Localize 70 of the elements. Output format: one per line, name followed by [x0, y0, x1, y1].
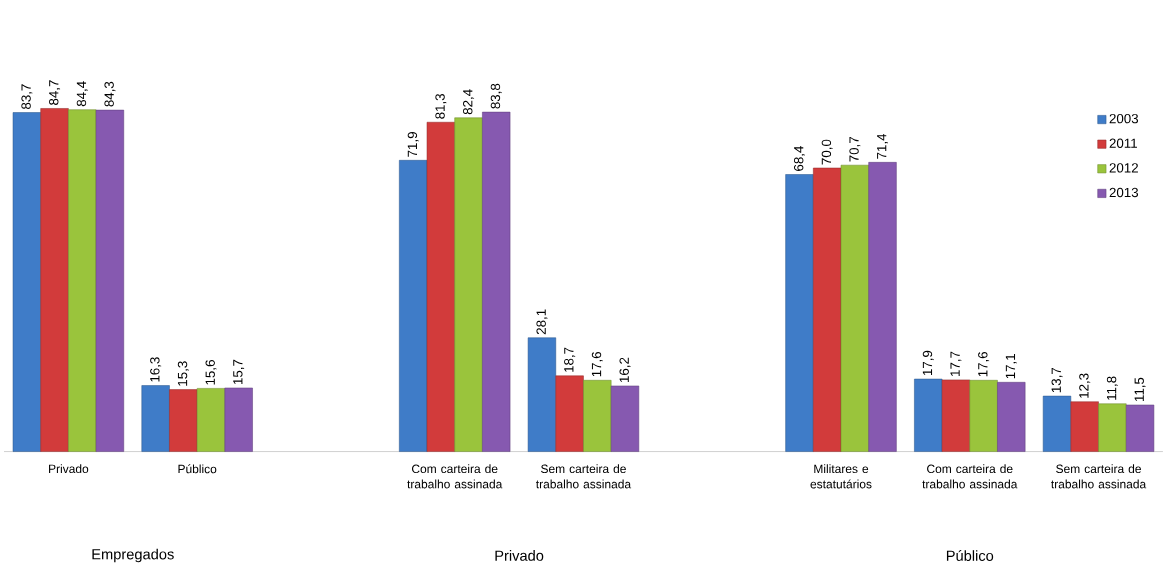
bar	[454, 117, 483, 452]
data-label: 82,4	[463, 89, 475, 115]
data-label: 68,4	[793, 145, 805, 171]
bar	[224, 387, 253, 452]
data-label: 17,7	[950, 351, 962, 376]
x-tick-label: Com carteira de trabalho assinada	[922, 464, 1018, 489]
bar	[868, 161, 897, 452]
data-label: 84,4	[76, 81, 88, 106]
bar	[840, 164, 869, 452]
bar	[555, 375, 584, 452]
bar	[1125, 404, 1155, 452]
bar	[169, 389, 198, 452]
data-label: 16,3	[150, 357, 162, 382]
data-label: 11,8	[1106, 376, 1118, 400]
data-label: 70,7	[849, 136, 861, 162]
data-label: 11,5	[1134, 377, 1146, 401]
x-tick-label: Militares e estatutários	[810, 464, 872, 489]
legend-label: 2003	[1109, 113, 1139, 124]
bar	[583, 379, 612, 452]
bar	[813, 167, 842, 452]
x-tick-label: Sem carteira de trabalho assinada	[1051, 464, 1147, 489]
x-tick-label: Privado	[49, 464, 89, 473]
data-label: 84,3	[104, 81, 116, 107]
data-label: 17,6	[978, 351, 990, 377]
text: Empregados	[92, 548, 174, 563]
bar	[95, 109, 125, 452]
data-label: 83,8	[490, 83, 502, 109]
bar	[482, 111, 511, 452]
data-label: 15,7	[233, 359, 245, 384]
data-label: 12,3	[1079, 373, 1091, 398]
bar	[914, 378, 943, 452]
data-label: 70,0	[821, 139, 833, 165]
legend-label: 2011	[1109, 138, 1137, 148]
data-label: 17,6	[591, 351, 603, 377]
text: Público	[946, 549, 994, 561]
data-label: 13,7	[1051, 367, 1063, 392]
bar	[426, 121, 455, 452]
bar	[141, 385, 170, 452]
x-tick-label: Público	[178, 464, 217, 474]
x-tick-label: Com carteira de trabalho assinada	[407, 464, 503, 489]
data-label: 84,7	[49, 80, 61, 105]
data-label: 17,9	[922, 350, 934, 375]
x-tick-label: Sem carteira de trabalho assinada	[536, 464, 632, 489]
bar	[527, 337, 557, 452]
data-label: 83,7	[21, 84, 33, 109]
data-label: 81,3	[435, 93, 447, 119]
bar	[12, 112, 41, 452]
data-label: 15,6	[205, 359, 217, 385]
bar	[941, 379, 971, 452]
data-label: 71,9	[407, 131, 419, 157]
bar	[785, 174, 814, 452]
data-label: 71,4	[877, 133, 888, 159]
data-label: 15,3	[177, 361, 189, 386]
bar	[399, 159, 428, 452]
data-label: 28,1	[536, 309, 548, 334]
text: Privado	[495, 549, 544, 561]
bar	[610, 385, 640, 452]
data-label: 16,2	[619, 357, 631, 382]
bar	[1098, 403, 1127, 452]
bar	[969, 379, 998, 452]
bar	[1070, 401, 1099, 452]
bar	[40, 107, 69, 452]
bar	[997, 381, 1026, 452]
data-label: 18,7	[564, 347, 576, 372]
legend-label: 2012	[1109, 162, 1138, 173]
data-label: 17,1	[1005, 353, 1017, 379]
bar	[68, 109, 97, 452]
bar	[196, 387, 226, 452]
bar	[1042, 395, 1072, 452]
legend-label: 2013	[1109, 187, 1139, 197]
